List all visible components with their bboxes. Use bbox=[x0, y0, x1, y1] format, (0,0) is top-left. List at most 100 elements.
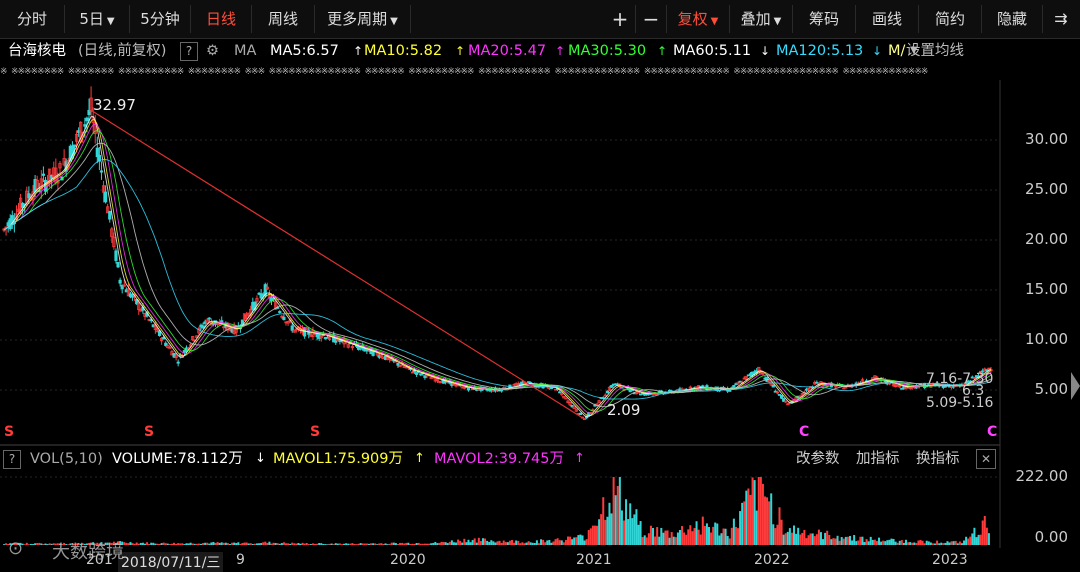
price-tick: 5.00 bbox=[1034, 380, 1068, 398]
candle-body bbox=[746, 374, 750, 377]
volume-bar bbox=[620, 510, 623, 545]
candle-body bbox=[234, 325, 238, 333]
help-icon[interactable]: ? bbox=[180, 42, 198, 61]
candle-body bbox=[871, 377, 875, 381]
volume-bar bbox=[770, 493, 773, 545]
candle-body bbox=[81, 131, 85, 136]
more-periods-button[interactable]: 更多周期 ▼ bbox=[315, 5, 411, 33]
volume-bar bbox=[575, 537, 578, 545]
candle-body bbox=[800, 393, 804, 396]
candle-body bbox=[162, 337, 166, 340]
candle-body bbox=[271, 297, 276, 300]
candle-body bbox=[168, 346, 172, 349]
candle-body bbox=[317, 332, 321, 339]
candle-body bbox=[763, 377, 767, 380]
volume-bar bbox=[921, 540, 924, 545]
moving-average-line bbox=[3, 123, 992, 415]
volume-bar bbox=[287, 543, 290, 545]
candle-body bbox=[193, 339, 197, 342]
switch-indicator-button[interactable]: 换指标 bbox=[916, 451, 960, 467]
volume-bar bbox=[678, 530, 681, 545]
volume-bar bbox=[809, 533, 812, 545]
volume-bar bbox=[902, 542, 905, 545]
period-intraday-button[interactable]: 分时 bbox=[0, 5, 65, 33]
high-price-label: 32.97 bbox=[93, 96, 136, 114]
zoom-in-button[interactable]: + bbox=[605, 5, 636, 33]
volume-bar bbox=[598, 519, 601, 545]
volume-bar bbox=[683, 532, 686, 545]
up-arrow-icon: ↑ bbox=[414, 451, 425, 466]
volume-bar bbox=[434, 541, 437, 545]
volume-bar bbox=[239, 543, 242, 545]
draw-button[interactable]: 画线 bbox=[856, 5, 919, 33]
adjust-price-button[interactable]: 复权 ▼ bbox=[667, 5, 730, 33]
volume-bar bbox=[737, 528, 740, 545]
overlay-button[interactable]: 叠加 ▼ bbox=[730, 5, 793, 33]
volume-bar bbox=[600, 514, 603, 545]
event-marker-s[interactable]: S bbox=[310, 424, 321, 440]
event-marker-c[interactable]: C bbox=[987, 424, 998, 440]
candle-body bbox=[305, 327, 309, 330]
candle-body bbox=[537, 384, 541, 388]
candle-body bbox=[595, 403, 599, 406]
simple-button[interactable]: 简约 bbox=[919, 5, 982, 33]
add-indicator-button[interactable]: 加指标 bbox=[856, 451, 900, 467]
candle-body bbox=[348, 341, 352, 345]
up-arrow-icon: ↑ bbox=[555, 44, 566, 58]
volume-bar bbox=[500, 542, 503, 545]
event-marker-c[interactable]: C bbox=[799, 424, 810, 440]
period-daily-button[interactable]: 日线 bbox=[191, 5, 252, 33]
candle-body bbox=[647, 392, 651, 395]
period-weekly-button[interactable]: 周线 bbox=[252, 5, 315, 33]
change-params-button[interactable]: 改参数 bbox=[796, 451, 840, 467]
candle-body bbox=[906, 384, 910, 388]
close-icon[interactable]: ✕ bbox=[976, 449, 996, 469]
period-5day-button[interactable]: 5日 ▼ bbox=[65, 5, 130, 33]
volume-bar bbox=[734, 526, 737, 545]
volume-bar bbox=[332, 544, 335, 545]
candle-body bbox=[247, 312, 251, 316]
volume-bar bbox=[973, 527, 976, 545]
candle-body bbox=[342, 338, 346, 345]
stock-name[interactable]: 台海核电 bbox=[8, 43, 66, 59]
volume-bar bbox=[674, 537, 677, 545]
scroll-right-icon[interactable] bbox=[1071, 372, 1080, 400]
candle-body bbox=[889, 381, 894, 384]
chips-button[interactable]: 筹码 bbox=[793, 5, 856, 33]
candle-body bbox=[307, 329, 311, 335]
candle-body bbox=[205, 319, 209, 325]
volume-bar bbox=[873, 539, 876, 545]
settings-gear-icon[interactable]: ⚙ bbox=[206, 43, 219, 59]
candle-body bbox=[690, 387, 695, 391]
event-marker-s[interactable]: S bbox=[4, 424, 15, 440]
volume-bar bbox=[537, 543, 540, 545]
volume-bar bbox=[772, 524, 775, 545]
candle-body bbox=[753, 371, 757, 374]
zoom-out-button[interactable]: − bbox=[636, 5, 667, 33]
x-tick-partial-right: 9 bbox=[236, 552, 245, 568]
candle-body bbox=[421, 371, 425, 375]
candle-body bbox=[578, 412, 583, 416]
volume-bar bbox=[886, 540, 889, 545]
volume-bar bbox=[426, 543, 428, 545]
volume-help-icon[interactable]: ? bbox=[3, 450, 21, 469]
hide-button[interactable]: 隐藏 bbox=[982, 5, 1043, 33]
expand-right-icon[interactable]: ⇉ bbox=[1054, 9, 1068, 28]
volume-bar bbox=[965, 536, 968, 545]
event-marker-s[interactable]: S bbox=[144, 424, 155, 440]
candle-body bbox=[189, 344, 193, 347]
volume-bar bbox=[502, 540, 505, 545]
volume-bar bbox=[158, 543, 161, 545]
candle-body bbox=[147, 318, 151, 321]
candle-body bbox=[560, 392, 564, 395]
candle-body bbox=[89, 97, 93, 112]
volume-bar bbox=[668, 537, 671, 545]
candle-body bbox=[263, 284, 267, 297]
volume-bar bbox=[749, 494, 752, 545]
candle-body bbox=[68, 145, 72, 162]
volume-bar bbox=[747, 488, 750, 545]
period-5min-button[interactable]: 5分钟 bbox=[130, 5, 191, 33]
candle-body bbox=[290, 325, 294, 331]
candle-body bbox=[104, 191, 108, 203]
